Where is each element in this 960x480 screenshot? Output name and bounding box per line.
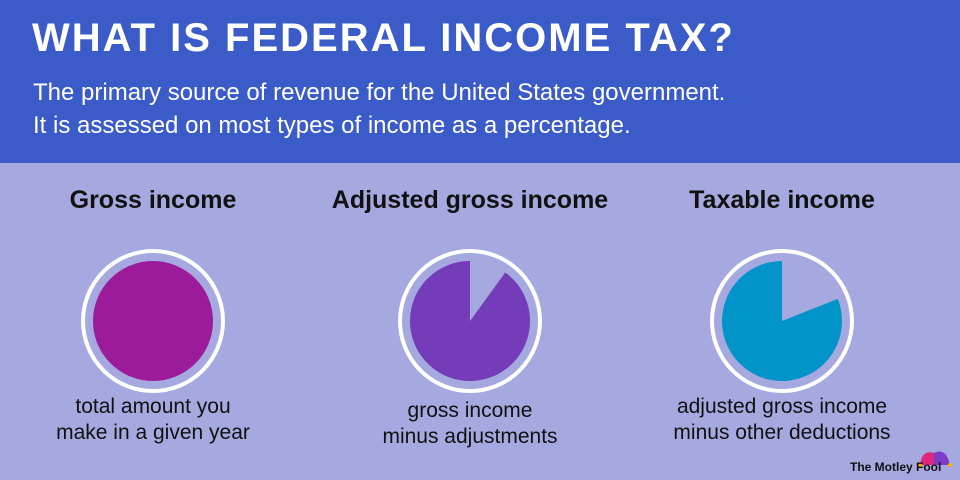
pie-slice	[93, 261, 213, 381]
pie-ring	[710, 249, 854, 393]
pie-slice	[722, 261, 842, 381]
motley-fool-logo: The Motley Fool	[850, 460, 942, 474]
page-title: WHAT IS FEDERAL INCOME TAX?	[32, 16, 735, 60]
subtitle-line: It is assessed on most types of income a…	[33, 112, 631, 139]
pie-slice	[410, 261, 530, 381]
pie-gross	[81, 249, 225, 393]
panel-description: total amount you make in a given year	[56, 395, 250, 444]
gross-income-panel: Gross income total amount you make in a g…	[0, 186, 313, 444]
panel-title: Gross income	[69, 186, 237, 214]
panel-description: adjusted gross income minus other deducti…	[673, 395, 891, 444]
panel-title: Adjusted gross income	[331, 186, 609, 214]
header-banner: WHAT IS FEDERAL INCOME TAX? The primary …	[0, 0, 960, 163]
taxable-income-panel: Taxable income adjusted gross income minu…	[622, 186, 942, 444]
panel-description: gross income minus adjustments	[382, 399, 558, 448]
subtitle-line: The primary source of revenue for the Un…	[33, 79, 726, 106]
pie-ring	[81, 249, 225, 393]
pie-ring	[398, 249, 542, 393]
pie-agi	[398, 249, 542, 393]
panel-title: Taxable income	[689, 186, 875, 214]
pie-taxable	[710, 249, 854, 393]
motley-fool-jester-icon	[918, 451, 952, 467]
agi-panel: Adjusted gross income gross income minus …	[310, 186, 630, 448]
subtitle: The primary source of revenue for the Un…	[33, 76, 725, 142]
